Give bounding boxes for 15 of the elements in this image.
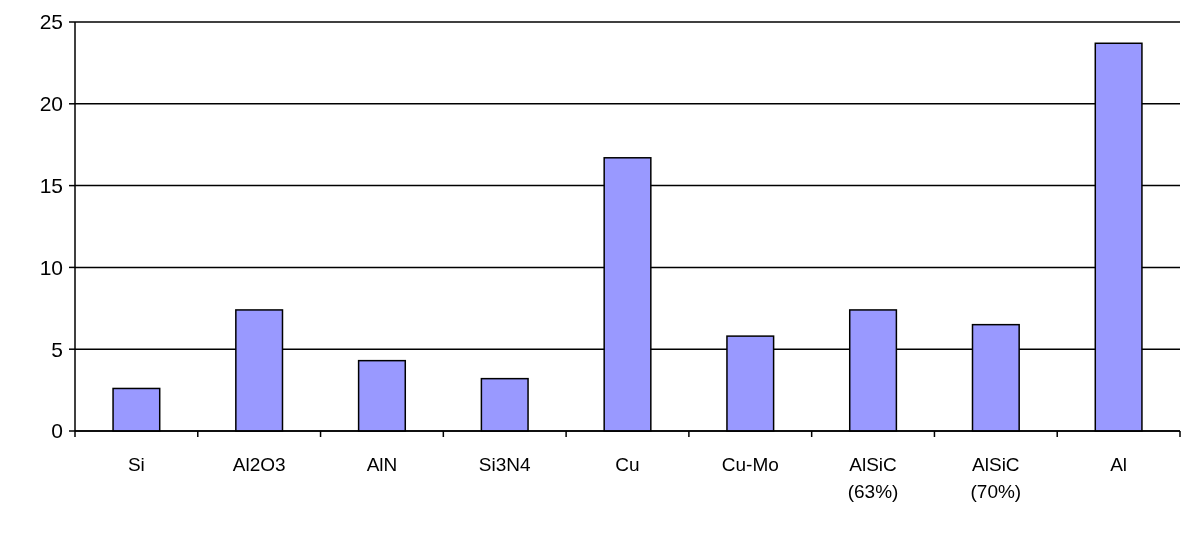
x-tick-label: Cu <box>615 454 640 475</box>
x-tick-label: Al <box>1110 454 1128 475</box>
x-tick-label: Cu-Mo <box>721 454 779 475</box>
y-tick-label: 10 <box>39 255 63 279</box>
x-tick-label: AlN <box>366 454 398 475</box>
y-tick-label: 5 <box>51 337 63 361</box>
x-tick-label: AlSiC (63%) <box>847 454 899 502</box>
y-tick-label: 15 <box>39 173 63 197</box>
x-tick-label: AlSiC (70%) <box>970 454 1022 502</box>
x-tick-label: Si <box>127 454 145 475</box>
y-tick-label: 0 <box>51 419 63 443</box>
y-tick-label: 20 <box>39 92 63 116</box>
x-tick-label: Al2O3 <box>232 454 286 475</box>
x-tick-label: Si3N4 <box>478 454 532 475</box>
y-tick-label: 25 <box>39 10 63 34</box>
